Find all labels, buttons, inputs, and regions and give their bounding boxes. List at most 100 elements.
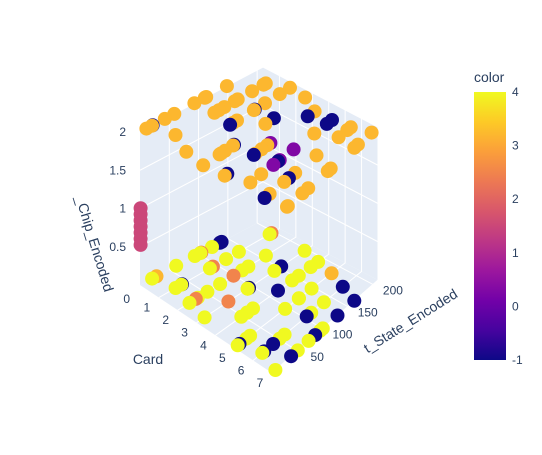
point-top	[168, 128, 183, 142]
point-bottom	[258, 248, 273, 263]
point-bottom	[145, 271, 160, 286]
y-tick-label: 200	[383, 283, 403, 297]
point-top	[139, 121, 154, 136]
colorbar-tick-label: 4	[512, 85, 519, 99]
point-top	[245, 84, 260, 99]
x-tick-label: 5	[219, 351, 226, 365]
point-bottom	[324, 266, 339, 281]
point-bottom	[278, 301, 293, 316]
point-top	[254, 167, 269, 182]
point-bottom	[234, 309, 249, 324]
point-bottom	[226, 268, 241, 283]
point-top	[223, 117, 238, 132]
colorbar-tick-label: -1	[512, 353, 523, 367]
x-gridline	[158, 75, 280, 299]
point-top	[307, 126, 322, 141]
point-top	[243, 175, 258, 190]
x-axis-title: Card	[133, 351, 163, 367]
point-top	[246, 103, 261, 118]
y-tick-label: 100	[332, 328, 352, 342]
point-bottom	[291, 291, 306, 306]
point-top	[272, 87, 287, 102]
point-bottom	[213, 277, 228, 291]
point-bottom	[285, 273, 300, 288]
z-gridline	[139, 181, 379, 248]
z-tick-label: 0	[123, 292, 130, 306]
colorbar-title: color	[474, 69, 505, 85]
point-bottom	[168, 281, 183, 295]
point-top	[217, 168, 232, 183]
point-bottom	[304, 281, 319, 296]
y-tick-label: 50	[311, 350, 325, 364]
point-top	[280, 199, 294, 214]
point-bottom	[240, 281, 255, 296]
point-top	[219, 79, 234, 94]
point-top	[258, 96, 272, 111]
point-top	[207, 105, 222, 120]
point-bottom	[335, 279, 350, 294]
point-top	[277, 174, 292, 189]
point-top	[212, 147, 227, 162]
point-top	[300, 109, 315, 124]
y-floor-gridline	[227, 238, 348, 308]
point-bottom	[262, 227, 277, 242]
point-top	[197, 90, 212, 105]
point-top	[364, 125, 379, 140]
colorbar	[474, 92, 506, 360]
point-top	[309, 148, 324, 163]
z-tick-label: 0.5	[109, 240, 126, 254]
point-bottom	[330, 308, 345, 323]
y-axis-title: t_State_Encoded	[361, 286, 461, 356]
point-bottom	[284, 349, 299, 364]
x-tick-label: 7	[257, 376, 264, 390]
x-tick-label: 4	[200, 338, 207, 352]
point-line	[133, 237, 148, 252]
point-bottom	[169, 258, 184, 273]
point-top	[257, 191, 272, 205]
x-tick-label: 2	[162, 313, 169, 327]
z-tick-label: 1.5	[109, 163, 126, 177]
point-bottom	[255, 345, 270, 360]
y-tick-label: 150	[358, 306, 378, 320]
z-gridline	[139, 66, 379, 133]
point-top	[286, 142, 301, 157]
point-top	[258, 116, 273, 131]
point-top	[283, 80, 297, 95]
point-bottom	[219, 252, 234, 267]
point-top	[196, 158, 211, 173]
point-bottom	[316, 295, 331, 310]
point-bottom	[182, 295, 197, 310]
point-top	[320, 164, 335, 179]
point-top	[227, 94, 242, 109]
point-bottom	[221, 294, 236, 309]
point-top	[347, 140, 362, 155]
point-bottom	[303, 260, 318, 275]
point-bottom	[347, 293, 362, 308]
x-tick-label: 3	[181, 326, 188, 340]
point-bottom	[231, 244, 246, 259]
z-tick-label: 1	[119, 202, 126, 216]
point-top	[266, 157, 281, 172]
point-bottom	[205, 240, 219, 254]
colorbar-tick-label: 1	[512, 246, 519, 260]
colorbar-tick-label: 0	[512, 299, 519, 313]
x-gridline	[196, 92, 313, 324]
point-top	[246, 147, 261, 162]
x-gridline	[233, 109, 346, 349]
point-top	[157, 111, 172, 126]
point-bottom	[271, 283, 285, 298]
point-bottom	[197, 310, 212, 325]
colorbar-tick-label: 2	[512, 192, 519, 206]
point-bottom	[202, 261, 217, 276]
point-top	[295, 186, 310, 201]
point-top	[256, 77, 271, 92]
colorbar-tick-label: 3	[512, 139, 519, 153]
point-bottom	[297, 243, 312, 258]
point-bottom	[230, 338, 245, 353]
point-top	[187, 96, 202, 111]
x-tick-label: 1	[144, 301, 151, 315]
point-bottom	[299, 309, 314, 324]
point-top	[179, 144, 194, 159]
